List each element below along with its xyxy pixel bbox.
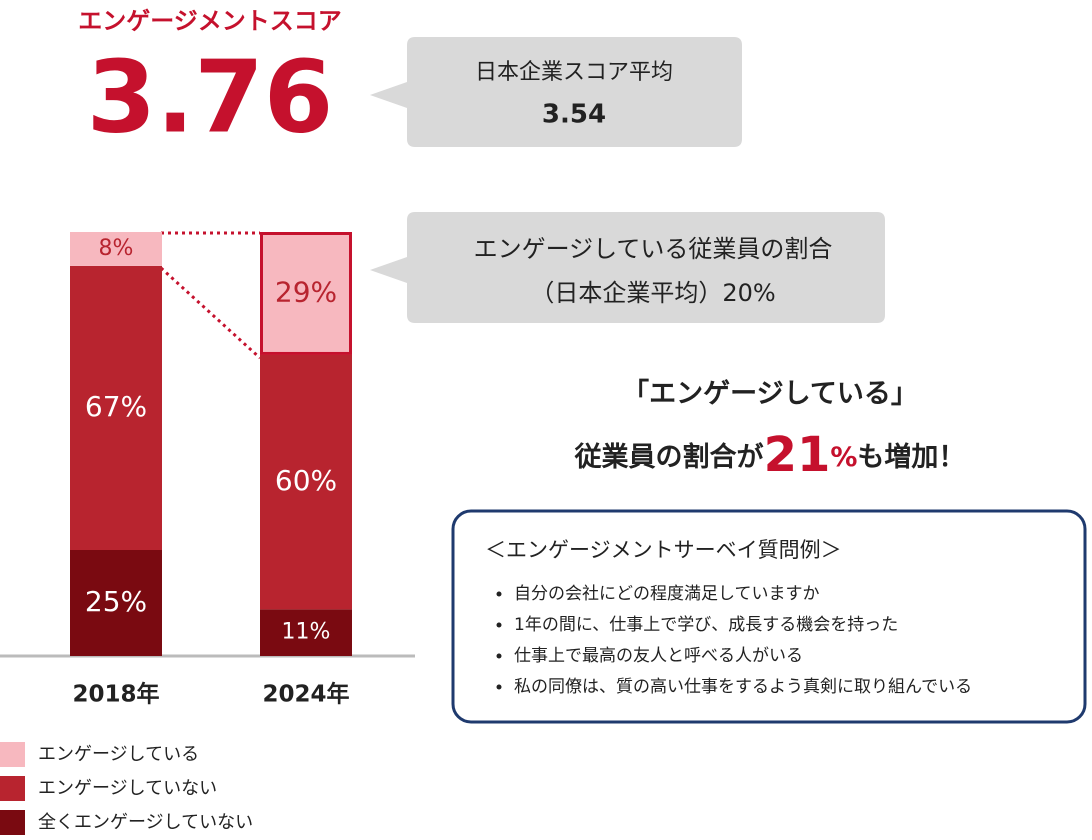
survey-list: 自分の会社にどの程度満足していますか 1年の間に、仕事上で学び、成長する機会を持っ…: [496, 584, 972, 697]
bar-segment: [70, 265, 162, 550]
value-label: 67%: [85, 390, 147, 423]
value-label: 25%: [85, 585, 147, 618]
bar-segment: [70, 232, 162, 266]
survey-item: 自分の会社にどの程度満足していますか: [514, 584, 820, 604]
connector: [159, 266, 262, 360]
bar-segment: [260, 232, 352, 355]
legend-label: 全くエンゲージしていない: [38, 812, 253, 833]
highlight-outline: [260, 232, 352, 355]
legend-swatch: [0, 776, 25, 801]
bar-segment: [70, 550, 162, 656]
value-label: 60%: [275, 464, 337, 497]
headline: 「エンゲージしている」: [622, 378, 918, 410]
headline: 従業員の割合が21%も増加！: [574, 427, 966, 483]
survey-item: 私の同僚は、質の高い仕事をするよう真剣に取り組んでいる: [514, 677, 972, 697]
survey-title: ＜エンゲージメントサーベイ質問例＞: [485, 538, 842, 562]
x-tick-label: 2018年: [72, 681, 159, 708]
callout-line: エンゲージしている従業員の割合: [474, 235, 833, 263]
bar-segment: [260, 354, 352, 610]
legend-swatch: [0, 742, 25, 767]
score-callout: [370, 37, 742, 147]
survey-item: 仕事上で最高の友人と呼べる人がいる: [514, 646, 803, 666]
average-value: 3.54: [542, 100, 606, 130]
score-label: エンゲージメントスコア: [78, 7, 342, 35]
average-label: 日本企業スコア平均: [475, 60, 673, 85]
ratio-callout: [370, 212, 885, 323]
headline-text: も増加！: [857, 441, 965, 473]
bullet: [496, 684, 502, 690]
x-tick-label: 2024年: [262, 681, 349, 708]
headline-text: 従業員の割合が: [574, 441, 764, 473]
callout-line: （日本企業平均）20%: [530, 279, 775, 307]
bullet: [496, 591, 502, 597]
bullet: [496, 653, 502, 659]
legend-label: エンゲージしていない: [38, 778, 217, 799]
headline-number: 21: [764, 427, 831, 483]
bullet: [496, 622, 502, 628]
score-value: 3.76: [87, 38, 334, 155]
survey-item: 1年の間に、仕事上で学び、成長する機会を持った: [514, 615, 898, 635]
survey-box: [451, 509, 1087, 724]
bar-chart: 25% 67% 8% 2018年 11% 60% 29% 2024年エンゲージしているエンゲー…: [0, 232, 352, 835]
bar-segment: [260, 609, 352, 656]
value-label: 29%: [275, 275, 337, 308]
value-label: 11%: [282, 620, 331, 645]
legend-swatch: [0, 810, 25, 835]
headline-unit: %: [830, 442, 857, 473]
legend-label: エンゲージしている: [38, 744, 199, 765]
value-label: 8%: [99, 236, 134, 261]
